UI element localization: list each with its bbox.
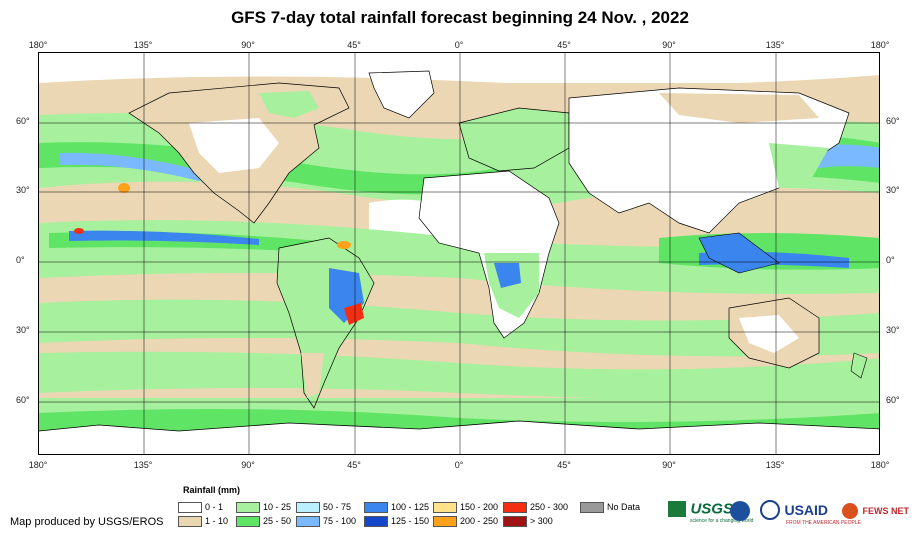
tick-label: 30° <box>16 185 30 195</box>
legend-swatch <box>178 502 202 513</box>
tick-label: 30° <box>16 325 30 335</box>
tick-label: 180° <box>28 460 48 470</box>
legend-label: 125 - 150 <box>391 516 430 526</box>
tick-label: 45° <box>347 460 361 470</box>
tick-label: 180° <box>870 40 890 50</box>
fews-net-logo: FEWS NET <box>842 502 909 520</box>
legend-label: 75 - 100 <box>323 516 357 526</box>
tick-label: 135° <box>765 460 785 470</box>
legend-swatch <box>433 502 457 513</box>
legend-label: > 300 <box>530 516 553 526</box>
legend-swatch <box>364 516 388 527</box>
legend-swatch <box>296 516 320 527</box>
tick-label: 45° <box>347 40 361 50</box>
tick-label: 90° <box>662 460 676 470</box>
legend-label: 250 - 300 <box>530 502 569 512</box>
legend-swatch <box>178 516 202 527</box>
tick-label: 135° <box>133 40 153 50</box>
tick-label: 60° <box>16 116 30 126</box>
tick-label: 180° <box>28 40 48 50</box>
tick-label: 60° <box>886 116 900 126</box>
usaid-logo: USAID FROM THE AMERICAN PEOPLE <box>760 500 861 526</box>
legend-swatch <box>503 502 527 513</box>
tick-label: 135° <box>765 40 785 50</box>
credit-text: Map produced by USGS/EROS <box>10 516 164 528</box>
legend-label: 10 - 25 <box>263 502 292 512</box>
tick-label: 0° <box>454 40 464 50</box>
legend-label: 100 - 125 <box>391 502 430 512</box>
tick-label: 90° <box>662 40 676 50</box>
legend-swatch <box>503 516 527 527</box>
tick-label: 180° <box>870 460 890 470</box>
tick-label: 0° <box>16 255 25 265</box>
legend-swatch <box>364 502 388 513</box>
tick-label: 30° <box>886 185 900 195</box>
legend-title: Rainfall (mm) <box>183 485 241 495</box>
legend-label: 0 - 1 <box>205 502 224 512</box>
legend-label: No Data <box>607 502 641 512</box>
tick-label: 0° <box>454 460 464 470</box>
tick-label: 60° <box>16 395 30 405</box>
tick-label: 90° <box>241 40 255 50</box>
map-title: GFS 7-day total rainfall forecast beginn… <box>231 8 689 27</box>
tick-label: 0° <box>886 255 895 265</box>
tick-label: 30° <box>886 325 900 335</box>
tick-label: 90° <box>241 460 255 470</box>
rainfall-map <box>38 52 880 455</box>
legend-swatch <box>236 502 260 513</box>
legend-label: 200 - 250 <box>460 516 499 526</box>
tick-label: 45° <box>557 460 571 470</box>
legend-label: 150 - 200 <box>460 502 499 512</box>
legend-swatch <box>296 502 320 513</box>
legend-swatch <box>433 516 457 527</box>
legend-swatch <box>580 502 604 513</box>
tick-label: 60° <box>886 395 900 405</box>
legend-label: 50 - 75 <box>323 502 352 512</box>
tick-label: 45° <box>557 40 571 50</box>
legend-label: 1 - 10 <box>205 516 229 526</box>
tick-label: 135° <box>133 460 153 470</box>
legend-swatch <box>236 516 260 527</box>
legend-label: 25 - 50 <box>263 516 292 526</box>
noaa-logo <box>730 501 750 521</box>
usgs-logo: USGS science for a changing world <box>668 500 753 524</box>
